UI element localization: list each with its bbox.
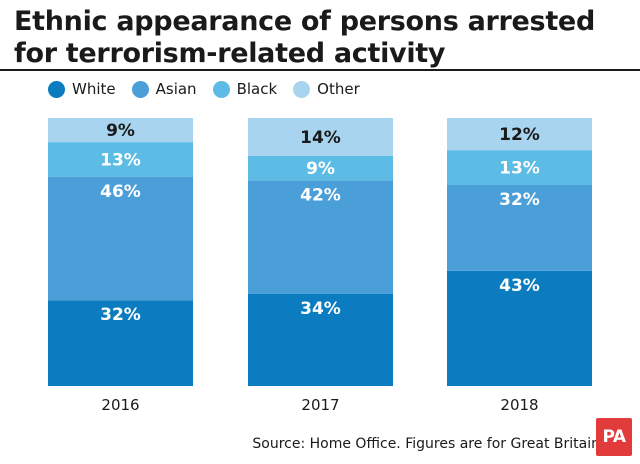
bar-2016-black [48, 142, 193, 177]
data-label-2016-white: 32% [100, 305, 141, 325]
bar-2018-asian [447, 185, 592, 271]
bar-2016-white [48, 300, 193, 386]
legend-item-other: Other [293, 80, 360, 98]
data-label-2016-other: 9% [106, 121, 135, 141]
legend-swatch-other [293, 80, 311, 98]
x-tick-label-2017: 2017 [301, 396, 339, 414]
legend-item-black: Black [212, 80, 278, 98]
chart-title-line-1: Ethnic appearance of persons arrested [14, 6, 595, 37]
chart-title-line-2: for terrorism-related activity [14, 38, 446, 69]
legend-label-black: Black [236, 80, 278, 98]
legend-swatch-white [48, 80, 65, 98]
bar-2017-asian [248, 180, 393, 294]
pa-logo: PA [596, 418, 632, 456]
legend: White Asian Black Other [48, 78, 376, 100]
legend-label-other: Other [317, 80, 360, 98]
data-label-2017-white: 34% [300, 299, 341, 319]
x-tick-label-2016: 2016 [101, 396, 139, 414]
data-label-2018-asian: 32% [499, 190, 540, 210]
source-note: Source: Home Office. Figures are for Gre… [252, 436, 600, 452]
legend-swatch-asian [131, 80, 149, 98]
legend-item-white: White [48, 80, 116, 98]
legend-swatch-black [212, 80, 230, 98]
data-label-2018-black: 13% [499, 159, 540, 179]
legend-label-white: White [72, 80, 116, 98]
bar-2017-white [248, 293, 393, 386]
data-label-2018-other: 12% [499, 125, 540, 145]
bar-2018-black [447, 150, 592, 185]
bar-2016-other [48, 118, 193, 143]
title-divider [0, 69, 640, 71]
bar-2017-other [248, 118, 393, 156]
legend-label-asian: Asian [155, 80, 197, 98]
data-label-2016-asian: 46% [100, 182, 141, 202]
data-label-2017-other: 14% [300, 128, 341, 148]
legend-item-asian: Asian [131, 80, 197, 98]
chart-title: Ethnic appearance of persons arrested fo… [14, 6, 626, 70]
bar-2018-white [447, 270, 592, 386]
data-label-2018-white: 43% [499, 276, 540, 296]
data-label-2017-asian: 42% [300, 185, 341, 205]
data-label-2016-black: 13% [100, 151, 141, 171]
data-label-2017-black: 9% [306, 159, 335, 179]
x-tick-label-2018: 2018 [500, 396, 538, 414]
bar-2017-black [248, 155, 393, 181]
bar-2016-asian [48, 176, 193, 301]
bar-2018-other [447, 118, 592, 151]
